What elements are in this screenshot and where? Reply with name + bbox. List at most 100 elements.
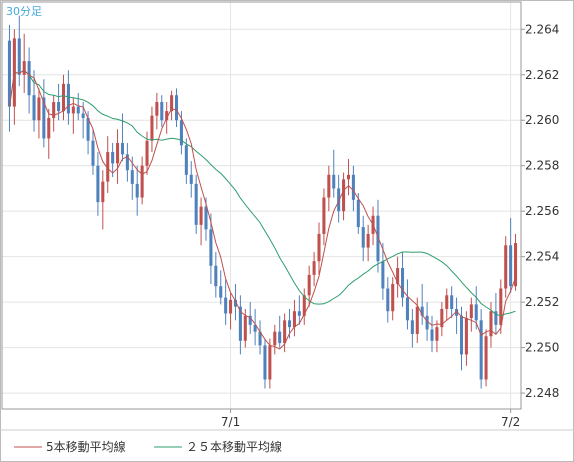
candle-down [430, 329, 434, 341]
candle-up [116, 142, 120, 164]
candle-down [288, 320, 292, 328]
candle-down [238, 306, 242, 341]
candle-up [292, 311, 296, 328]
candle-up [106, 152, 110, 182]
candle-down [401, 268, 405, 298]
candle-up [317, 233, 321, 262]
candle-up [366, 233, 370, 248]
candle-down [66, 83, 70, 114]
candle-down [410, 320, 414, 334]
legend-ma5-label: 5本移動平均線 [46, 439, 126, 454]
candle-down [27, 61, 31, 96]
candle-up [435, 327, 439, 341]
candle-up [155, 102, 159, 116]
ma5-line [9, 69, 516, 350]
candle-down [263, 345, 267, 380]
candle-up [307, 274, 311, 296]
period-label: 30分足 [6, 5, 42, 18]
y-tick-label: 2.252 [525, 295, 559, 309]
candle-up [229, 299, 233, 314]
candle-down [91, 140, 95, 166]
plot-frame [1, 1, 522, 410]
candle-down [7, 40, 11, 107]
candle-down [494, 311, 498, 325]
candle-up [514, 243, 518, 287]
candle-down [509, 245, 513, 287]
candle-down [125, 154, 129, 171]
candle-down [361, 227, 365, 248]
x-tick-label: 7/2 [501, 415, 520, 429]
candle-up [489, 311, 493, 337]
candle-down [224, 297, 228, 314]
candle-up [170, 95, 174, 112]
candle-up [327, 174, 331, 198]
y-tick-label: 2.264 [525, 22, 559, 36]
candle-down [189, 174, 193, 184]
candle-down [386, 288, 390, 312]
candle-up [243, 315, 247, 341]
legend-ma25-label: ２５本移動平均線 [186, 439, 282, 454]
candle-down [174, 95, 179, 121]
candle-down [81, 113, 85, 118]
candle-down [76, 106, 80, 114]
candle-up [150, 115, 154, 141]
y-tick-label: 2.256 [525, 204, 559, 218]
candle-up [302, 295, 306, 316]
candle-down [179, 120, 183, 146]
candle-up [37, 97, 41, 121]
candle-down [32, 95, 36, 121]
y-tick-label: 2.248 [525, 386, 559, 400]
candle-up [445, 295, 449, 309]
candle-down [120, 142, 124, 155]
candle-down [204, 206, 208, 230]
candle-up [312, 261, 316, 275]
candle-down [381, 261, 385, 289]
candle-down [356, 199, 360, 228]
candle-down [219, 286, 223, 298]
candle-up [440, 308, 444, 328]
candle-up [22, 61, 26, 75]
candle-down [96, 165, 100, 203]
candle-down [17, 38, 21, 75]
candle-up [396, 268, 400, 284]
candle-up [145, 140, 149, 166]
y-tick-label: 2.254 [525, 250, 559, 264]
candle-down [194, 183, 198, 225]
candle-up [140, 165, 144, 198]
candle-up [504, 245, 508, 289]
candles [7, 15, 518, 389]
candle-down [405, 297, 409, 321]
y-tick-label: 2.258 [525, 159, 559, 173]
candle-up [322, 197, 326, 234]
y-tick-label: 2.262 [525, 68, 559, 82]
candle-up [101, 181, 105, 203]
candle-down [209, 229, 213, 266]
candle-down [42, 97, 46, 139]
candle-down [184, 145, 188, 175]
candle-up [342, 179, 346, 212]
candle-down [86, 117, 90, 141]
candle-down [130, 170, 134, 184]
candle-up [71, 106, 75, 114]
y-tick-label: 2.260 [525, 113, 559, 127]
candle-up [283, 320, 287, 344]
ma25-line [9, 69, 516, 317]
candle-up [268, 345, 272, 380]
candle-up [415, 306, 419, 334]
x-axis-ticks: 7/1 7/2 [221, 409, 520, 429]
candle-up [391, 283, 395, 312]
y-tick-label: 2.250 [525, 341, 559, 355]
candle-down [248, 315, 252, 325]
legend: 5本移動平均線 ２５本移動平均線 [14, 439, 282, 454]
candle-up [464, 318, 468, 355]
candle-down [376, 215, 380, 262]
candle-down [160, 102, 164, 121]
candle-down [479, 320, 483, 380]
candle-up [47, 117, 51, 139]
candle-down [214, 265, 218, 287]
candle-up [61, 83, 66, 112]
candle-down [57, 102, 61, 112]
candle-down [111, 152, 115, 164]
candle-up [273, 331, 277, 346]
candle-down [474, 304, 478, 321]
